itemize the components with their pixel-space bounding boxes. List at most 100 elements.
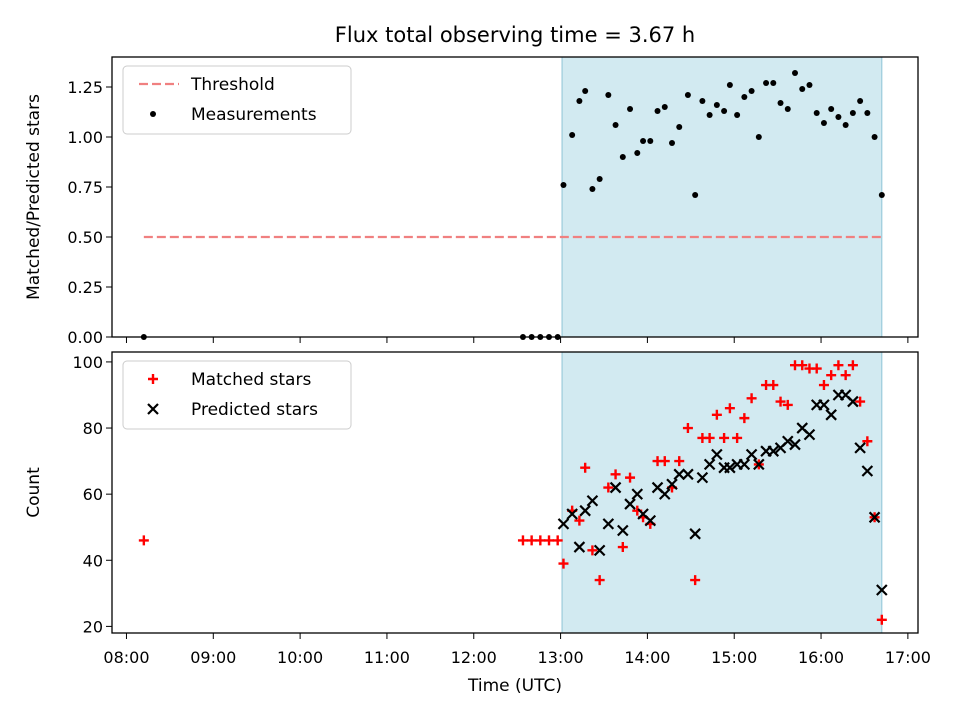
x-tick-label: 09:00 <box>190 648 236 667</box>
predicted-star-point <box>682 468 694 481</box>
predicted-star-point <box>666 478 678 491</box>
x-axis-label: Time (UTC) <box>467 676 562 696</box>
predicted-star-point <box>696 471 709 484</box>
matched-star-point <box>558 558 569 569</box>
measurement-point <box>706 112 713 118</box>
measurement-point <box>150 111 156 117</box>
predicted-star-point <box>781 435 794 448</box>
y-axis-label: Matched/Predicted stars <box>24 94 44 300</box>
predicted-star-point <box>745 448 758 461</box>
measurement-point <box>619 154 626 160</box>
predicted-star-point <box>738 458 751 471</box>
measurement-point <box>878 192 885 198</box>
matched-star-point <box>625 472 636 483</box>
x-tick-label: 13:00 <box>538 648 584 667</box>
predicted-star-point <box>557 518 570 530</box>
predicted-star-point <box>868 511 881 524</box>
measurement-point <box>605 92 612 98</box>
measurement-point <box>699 98 706 104</box>
matched-star-point <box>690 575 701 586</box>
matched-star-point <box>659 456 670 467</box>
x-tick-label: 14:00 <box>624 648 670 667</box>
legend-box <box>122 65 352 135</box>
measurement-point <box>813 110 820 116</box>
matched-star-point <box>517 535 528 546</box>
matched-star-point <box>617 542 628 553</box>
y-tick-label: 0.75 <box>67 178 103 197</box>
measurement-point <box>692 192 699 198</box>
measurement-point <box>661 104 668 110</box>
y-axis-label: Count <box>24 467 44 518</box>
measurement-point <box>589 186 596 192</box>
measurement-point <box>582 88 589 94</box>
measurement-point <box>820 120 827 126</box>
predicted-star-point <box>658 488 671 500</box>
predicted-star-point <box>631 488 644 500</box>
predicted-star-point <box>689 528 701 540</box>
matched-star-point <box>603 482 614 493</box>
matched-star-point <box>818 380 829 391</box>
predicted-star-point <box>644 514 657 527</box>
matched-star-point <box>724 403 735 414</box>
matched-star-point <box>587 545 598 556</box>
measurement-point <box>857 98 864 104</box>
measurement-point <box>849 110 856 116</box>
matched-star-point <box>739 413 750 424</box>
measurement-point <box>784 106 791 112</box>
predicted-star-point <box>579 504 591 517</box>
measurement-point <box>713 102 720 108</box>
predicted-star-point <box>789 438 801 451</box>
matched-star-point <box>526 535 537 546</box>
predicted-star-point <box>673 468 686 481</box>
predicted-star-point <box>753 458 765 471</box>
measurement-point <box>842 122 849 128</box>
matched-star-point <box>535 535 546 546</box>
predicted-star-point <box>861 465 874 477</box>
predicted-star-point <box>767 445 780 457</box>
measurement-point <box>654 108 661 114</box>
matched-star-point <box>833 360 844 371</box>
measurement-point <box>741 94 748 100</box>
matched-star-point <box>148 374 158 384</box>
matched-star-point <box>674 456 685 467</box>
matched-star-point <box>797 360 808 371</box>
plot-frame <box>111 56 919 338</box>
measurement-point <box>726 82 733 88</box>
measurement-point <box>647 138 654 144</box>
matched-star-point <box>782 399 793 410</box>
x-tick-label: 17:00 <box>885 648 931 667</box>
matched-star-point <box>610 469 621 480</box>
predicted-star-point <box>609 481 622 494</box>
predicted-star-point <box>617 524 629 537</box>
matched-star-point <box>768 380 779 391</box>
observing-interval-shade <box>561 351 883 634</box>
matched-star-point <box>682 423 693 434</box>
predicted-star-point <box>854 442 866 454</box>
measurement-point <box>871 134 878 140</box>
predicted-star-point <box>593 544 606 557</box>
plot-frame <box>111 351 919 634</box>
measurement-point <box>721 108 728 114</box>
predicted-star-point <box>825 409 837 421</box>
y-tick-label: 40 <box>83 551 103 570</box>
y-tick-label: 60 <box>83 485 103 504</box>
matched-star-point <box>840 370 851 381</box>
matched-star-point <box>544 535 555 546</box>
measurement-point <box>596 176 603 182</box>
measurement-point <box>755 134 762 140</box>
predicted-star-point <box>147 403 159 415</box>
measurement-point <box>763 80 770 86</box>
y-tick-label: 0.50 <box>67 228 103 247</box>
predicted-star-point <box>724 461 736 474</box>
legend-label: Predicted stars <box>191 400 318 420</box>
y-tick-label: 0.25 <box>67 278 103 297</box>
bottom-panel-count: 20 40 60 80 100 08:00 09:00 10:00 11:00 12:00 13:0… <box>24 351 931 667</box>
measurement-point <box>669 140 676 146</box>
predicted-star-point <box>586 494 599 507</box>
measurement-point <box>560 182 567 188</box>
predicted-star-point <box>573 541 586 553</box>
measurement-point <box>828 106 835 112</box>
x-tick-label: 12:00 <box>451 648 497 667</box>
measurement-point <box>569 132 576 138</box>
